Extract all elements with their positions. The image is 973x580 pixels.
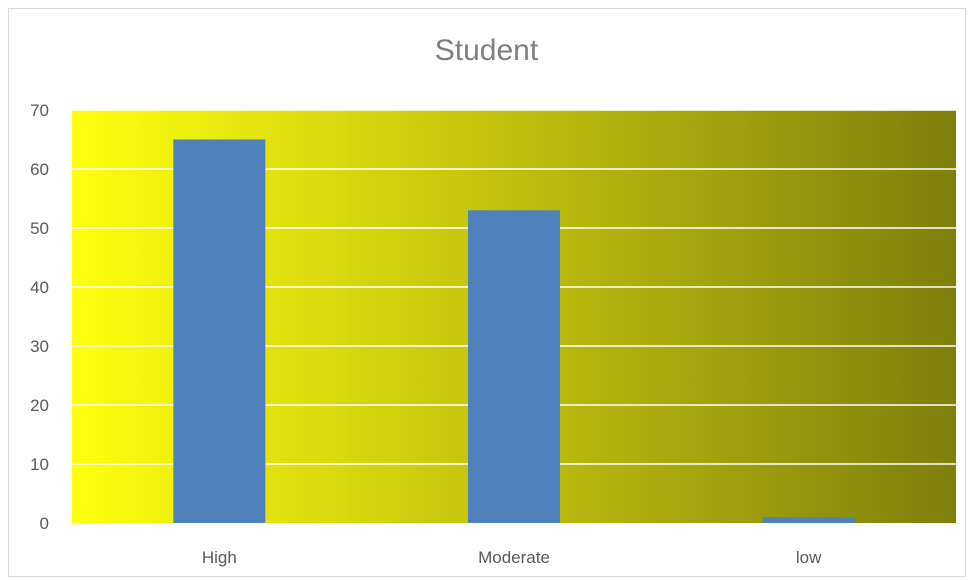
x-tick-label: low bbox=[796, 548, 822, 567]
y-tick-label: 0 bbox=[40, 514, 49, 533]
x-tick-label: High bbox=[202, 548, 237, 567]
x-axis-ticks: High Moderate low bbox=[202, 548, 822, 567]
bar-high bbox=[173, 139, 266, 523]
y-tick-label: 60 bbox=[30, 160, 49, 179]
bar-moderate bbox=[468, 210, 560, 524]
bar-low bbox=[762, 517, 855, 523]
y-tick-label: 40 bbox=[30, 278, 49, 297]
y-tick-label: 10 bbox=[30, 455, 49, 474]
y-tick-label: 50 bbox=[30, 219, 49, 238]
y-axis-ticks: 0 10 20 30 40 50 60 70 bbox=[30, 101, 49, 533]
bars bbox=[173, 139, 855, 524]
y-tick-label: 30 bbox=[30, 337, 49, 356]
x-tick-label: Moderate bbox=[478, 548, 550, 567]
y-tick-label: 70 bbox=[30, 101, 49, 120]
y-tick-label: 20 bbox=[30, 396, 49, 415]
chart-title: Student bbox=[434, 34, 539, 67]
